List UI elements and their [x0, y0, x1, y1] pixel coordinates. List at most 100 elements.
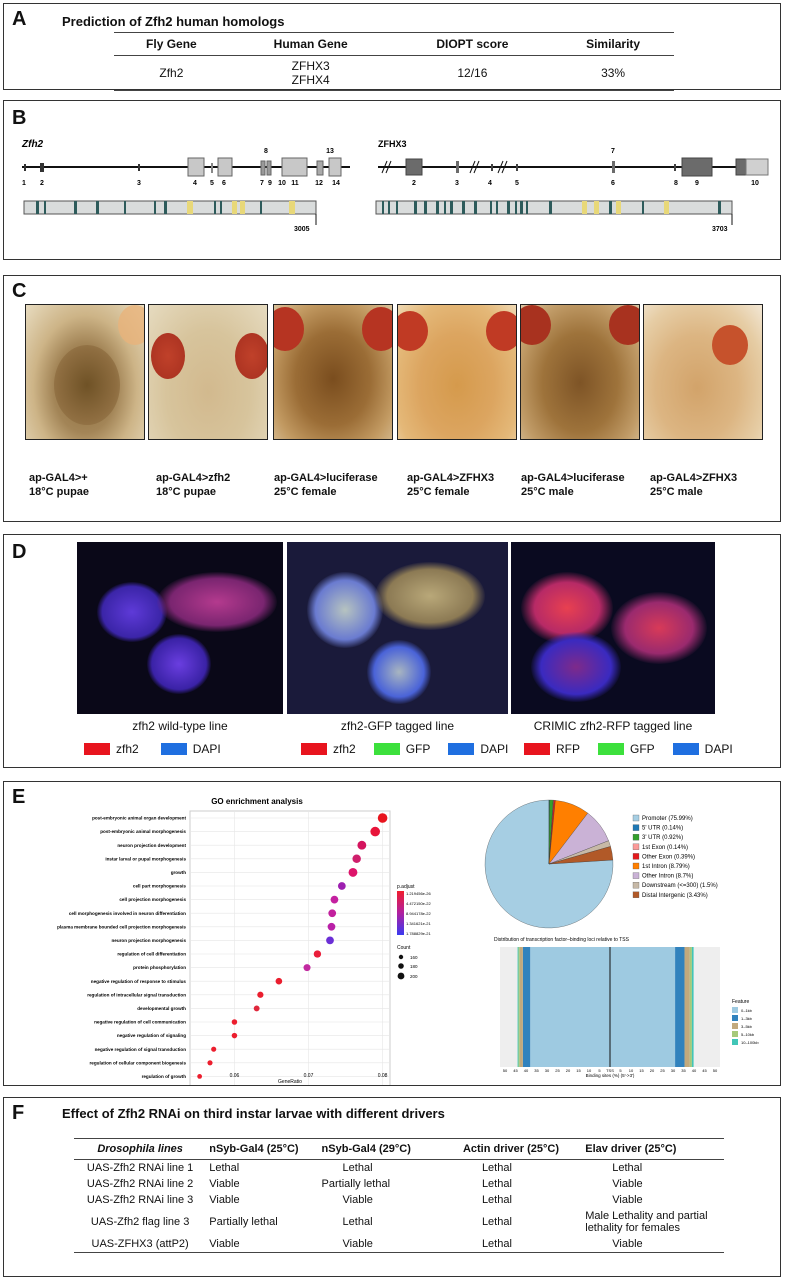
go-term-label: cell projection morphogenesis: [119, 897, 186, 902]
panel-d: D zfh2 wild-type line zfh2-GFP tagged li…: [3, 534, 781, 768]
cell-diopt: 12/16: [392, 55, 553, 91]
go-x-ticks: 0.06 0.07 0.08: [230, 1073, 388, 1079]
go-gridlines: [190, 811, 390, 1085]
panel-label-c: C: [12, 280, 27, 302]
tss-bar-upstream: [522, 947, 531, 1067]
tss-x-tick: 45: [702, 1068, 707, 1073]
tss-x-tick: 25: [555, 1068, 560, 1073]
tss-x-tick: 20: [566, 1068, 571, 1073]
zfh2-exon-label: 7: [260, 180, 264, 187]
zfh2-exon-label: 6: [222, 180, 226, 187]
tss-bar-downstream: [684, 947, 690, 1067]
go-dot: [328, 909, 337, 918]
tss-x-tick: 5: [598, 1068, 601, 1073]
feature-legend: 0–1kb 1–3kb 3–5kb 5–10kb 10–100kb: [732, 1007, 759, 1045]
zfhx3-gene-label: ZFHX3: [378, 139, 407, 149]
zfhx3-exon-label: 9: [695, 180, 699, 187]
go-term-label: plasma membrane bounded cell projection …: [57, 924, 186, 929]
panel-e: E GO enrichment analysis post-embryonic …: [3, 781, 781, 1086]
feature-legend-label: 0–1kb: [741, 1008, 753, 1013]
zfh2-exon-label: 4: [193, 180, 197, 187]
homolog-table: Fly Gene Human Gene DIOPT score Similari…: [114, 32, 674, 91]
tss-x-tick: 45: [513, 1068, 518, 1073]
microscopy-legend: RFP GFP DAPI: [524, 742, 733, 756]
annotation-pie-chart: [484, 799, 614, 929]
table-row: UAS-ZFHX3 (attP2) Viable Viable Lethal V…: [74, 1236, 724, 1253]
pie-slice: [548, 846, 614, 865]
go-dot: [377, 813, 388, 823]
pie-legend-label: 5' UTR (0.14%): [642, 826, 683, 832]
tss-x-tick: 35: [534, 1068, 539, 1073]
col-actin: Actin driver (25°C): [459, 1138, 583, 1160]
zfhx3-exon-label: 5: [515, 180, 519, 187]
fly-thorax-image: [25, 304, 145, 440]
feature-legend-swatch: [732, 1015, 738, 1021]
count-legend: 160 180 200: [397, 954, 418, 980]
go-dot: [207, 1060, 213, 1066]
tss-x-tick: TSS: [606, 1068, 614, 1073]
fly-thorax-image: [520, 304, 640, 440]
go-term-label: negative regulation of response to stimu…: [91, 979, 187, 984]
microscopy-caption: zfh2 wild-type line: [132, 719, 228, 733]
table-row: UAS-Zfh2 flag line 3 Partially lethal Le…: [90, 1210, 708, 1234]
cell-fly-gene: Zfh2: [114, 55, 229, 91]
svg-text:1.788829e-21: 1.788829e-21: [406, 931, 431, 936]
go-dots: [197, 813, 388, 1079]
go-term-label: neuron projection development: [117, 843, 186, 848]
tss-x-tick: 50: [503, 1068, 508, 1073]
panel-a: A Prediction of Zfh2 human homologs Fly …: [3, 3, 781, 91]
go-term-label: post-embryonic animal morphogenesis: [100, 829, 186, 834]
pie-legend-label: 1st Intron (8.79%): [642, 864, 690, 870]
feature-legend-title: Feature: [732, 999, 749, 1005]
svg-text:8.944178e-22: 8.944178e-22: [406, 911, 431, 916]
rnai-table: Drosophila lines nSyb-Gal4 (25°C) nSyb-G…: [74, 1138, 724, 1253]
go-dot: [330, 895, 339, 904]
zfhx3-exons: [405, 157, 769, 177]
zfh2-exon-label: 13: [326, 148, 334, 155]
go-x-axis-label: GeneRatio: [278, 1079, 302, 1085]
col-elav: Elav driver (25°C): [582, 1138, 724, 1160]
fly-thorax-image: [397, 304, 517, 440]
fly-caption: ap-GAL4>luciferase 25°C male: [521, 472, 625, 498]
feature-legend-label: 1–3kb: [741, 1016, 753, 1021]
feature-legend-swatch: [732, 1031, 738, 1037]
tss-x-tick: 5: [619, 1068, 622, 1073]
microscopy-caption: zfh2-GFP tagged line: [340, 719, 455, 733]
cell-similarity: 33%: [552, 55, 674, 91]
tss-bar-downstream: [689, 947, 692, 1067]
legend-swatch: [373, 743, 400, 755]
col-nsyb-25: nSyb-Gal4 (25°C): [206, 1138, 319, 1160]
go-dot: [257, 991, 264, 998]
tss-x-tick: 30: [545, 1068, 550, 1073]
panel-label-b: B: [12, 107, 27, 129]
go-enrichment-svg: GO enrichment analysis post-embryonic an…: [57, 797, 759, 1085]
col-human-gene: Human Gene: [228, 32, 393, 56]
zfh2-protein-bar: [23, 200, 317, 215]
go-term-label: cell morphogenesis involved in neuron di…: [69, 911, 186, 916]
go-dot: [313, 950, 322, 958]
pie-legend: Promoter (75.99%) 5' UTR (0.14%) 3' UTR (0…: [632, 814, 718, 899]
feature-legend-swatch: [732, 1039, 738, 1045]
zfhx3-exon-label: 2: [412, 180, 416, 187]
table-row: UAS-Zfh2 RNAi line 3 Viable Viable Letha…: [86, 1194, 643, 1206]
go-chart-title: GO enrichment analysis: [211, 797, 303, 806]
zfh2-exon-label: 12: [315, 180, 323, 187]
homolog-table-header: Fly Gene Human Gene DIOPT score Similari…: [114, 32, 674, 56]
zfhx3-break-marks: [381, 160, 508, 174]
zfhx3-protein-length: 3703: [712, 226, 728, 233]
tss-bar-upstream: [518, 947, 520, 1067]
legend-swatch: [301, 743, 327, 755]
go-dot: [357, 840, 367, 850]
tss-x-tick: 40: [692, 1068, 697, 1073]
table-row: Zfh2 ZFHX3 ZFHX4 12/16 33%: [114, 55, 674, 91]
zfh2-exons: [24, 157, 342, 177]
legend-swatch: [160, 743, 187, 755]
tss-bar-upstream: [519, 947, 523, 1067]
feature-legend-label: 5–10kb: [741, 1032, 755, 1037]
col-similarity: Similarity: [552, 32, 674, 56]
tss-x-tick: 25: [660, 1068, 665, 1073]
panel-label-f: F: [12, 1102, 25, 1124]
tss-x-tick: 10: [587, 1068, 592, 1073]
zfh2-exon-label: 8: [264, 148, 268, 155]
zfh2-exon-label: 2: [40, 180, 44, 187]
